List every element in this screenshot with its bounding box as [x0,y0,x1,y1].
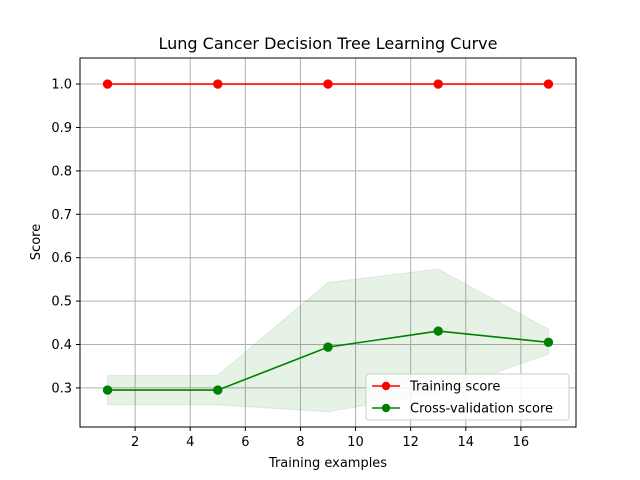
y-tick-label: 1.0 [51,78,72,93]
y-tick-label: 0.3 [51,381,72,396]
x-tick-label: 4 [186,435,194,450]
legend: Training score Cross-validation score [365,373,570,421]
y-tick-label: 0.8 [51,164,72,179]
y-tick-label: 0.5 [51,295,72,310]
data-point [543,337,554,348]
data-point [323,79,333,89]
data-point [102,79,113,89]
series-markers [102,79,554,395]
x-tick-label: 14 [458,435,475,450]
data-point [323,342,333,352]
plot-frame [79,57,577,428]
data-point [433,79,443,89]
grid-lines [80,58,576,427]
y-axis-label: Score [29,224,44,260]
y-tick-label: 0.7 [51,208,72,223]
confidence-bands [107,83,549,413]
x-tick-label: 10 [347,435,364,450]
legend-box [365,373,570,421]
y-tick-label: 0.9 [51,121,72,136]
data-point [433,326,443,336]
data-point [102,385,113,395]
data-point [543,79,554,89]
x-axis-label: Training examples [268,456,387,471]
data-point [213,385,223,395]
legend-label: Training score [409,380,500,395]
x-tick-label: 2 [131,435,139,450]
y-axis-ticks: 0.3 0.4 0.5 0.6 0.7 0.8 0.9 1.0 [51,78,80,396]
legend-swatch-marker [381,381,391,391]
y-tick-label: 0.4 [51,338,72,353]
y-tick-label: 0.6 [51,251,72,266]
legend-swatch-marker [381,403,391,413]
x-axis-ticks: 2 4 6 8 10 12 14 16 [131,427,529,450]
chart-title: Lung Cancer Decision Tree Learning Curve [159,34,498,53]
data-point [213,79,223,89]
x-tick-label: 6 [241,435,249,450]
x-tick-label: 12 [402,435,419,450]
x-tick-label: 16 [513,435,530,450]
legend-label: Cross-validation score [410,402,553,417]
x-tick-label: 8 [296,435,304,450]
